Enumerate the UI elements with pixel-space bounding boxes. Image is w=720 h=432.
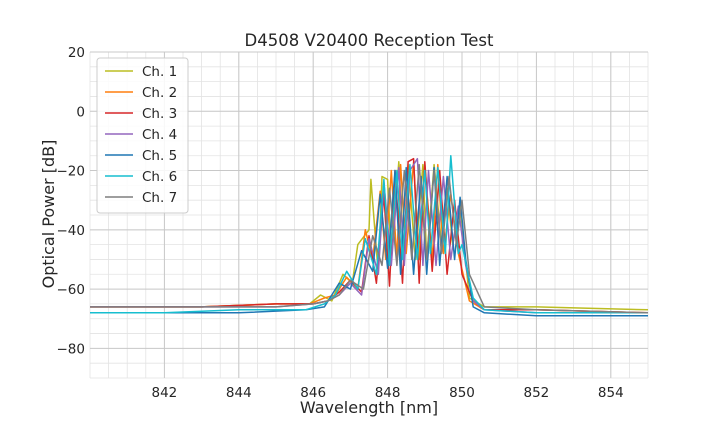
x-tick-label: 842	[152, 385, 178, 401]
legend-frame	[96, 57, 189, 214]
x-tick-label: 854	[598, 385, 624, 401]
series-line-ch-7	[90, 163, 649, 314]
x-tick-label: 846	[300, 385, 326, 401]
legend-label-ch-2: Ch. 2	[142, 85, 177, 101]
x-tick-label: 848	[375, 385, 401, 401]
tick-labels: 842 844 846 848 850 852 854 −80 −60 −40 −20 0 20	[57, 45, 624, 401]
legend-label-ch-6: Ch. 6	[142, 169, 177, 185]
legend-label-ch-1: Ch. 1	[142, 64, 177, 80]
x-axis-label: Wavelength [nm]	[300, 398, 438, 417]
series-lines	[90, 154, 649, 317]
legend-label-ch-5: Ch. 5	[142, 148, 177, 164]
y-tick-label: 20	[68, 45, 85, 61]
y-tick-label: −20	[57, 164, 86, 180]
y-tick-label: 0	[76, 104, 85, 120]
y-axis-label: Optical Power [dB]	[39, 140, 58, 289]
y-tick-label: −80	[57, 341, 86, 357]
x-tick-label: 852	[524, 385, 550, 401]
legend-label-ch-7: Ch. 7	[142, 190, 177, 206]
x-tick-label: 850	[449, 385, 475, 401]
legend: Ch. 1 Ch. 2 Ch. 3 Ch. 4 Ch. 5 Ch. 6 Ch. 7	[96, 57, 189, 214]
legend-label-ch-3: Ch. 3	[142, 106, 177, 122]
legend-label-ch-4: Ch. 4	[142, 127, 177, 143]
chart-title: D4508 V20400 Reception Test	[245, 31, 494, 50]
x-tick-label: 844	[226, 385, 252, 401]
y-tick-label: −60	[57, 282, 86, 298]
y-tick-label: −40	[57, 223, 86, 239]
